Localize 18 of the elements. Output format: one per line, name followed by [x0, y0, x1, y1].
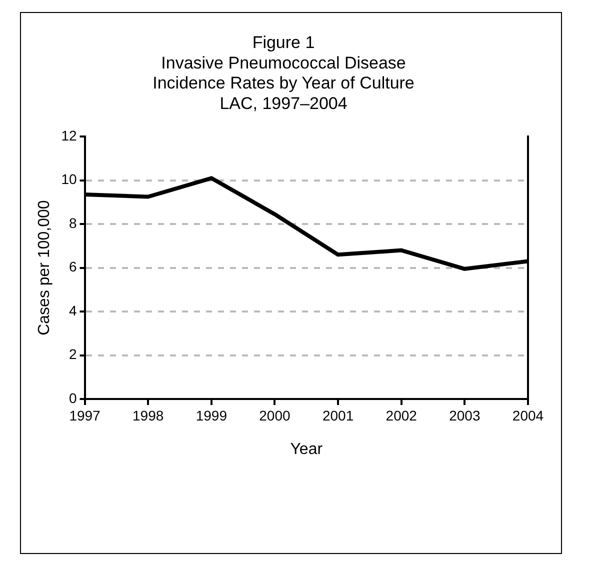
y-tick-label: 12 — [61, 127, 77, 144]
x-tick-label: 2001 — [322, 407, 354, 424]
x-axis-title: Year — [290, 440, 324, 458]
y-tick-label: 0 — [68, 390, 77, 406]
y-tick-label: 6 — [68, 258, 77, 275]
y-tick-label: 10 — [61, 171, 77, 188]
chart-title: Figure 1 Invasive Pneumococcal Disease Incidence Rates by Year of Culture LAC, 1997–2004 — [152, 32, 414, 114]
x-tick-label: 1999 — [196, 407, 228, 424]
y-tick-label: 2 — [68, 346, 77, 362]
x-tick-label: 1998 — [132, 407, 164, 424]
x-tick-label: 1997 — [69, 407, 101, 424]
x-tick-label: 2004 — [512, 407, 544, 424]
x-tick-label: 2003 — [449, 407, 480, 424]
y-tick-label: 4 — [68, 302, 77, 318]
y-tick-label: 8 — [68, 214, 77, 231]
x-tick-label: 2000 — [259, 407, 291, 424]
y-axis-title: Cases per 100,000 — [36, 200, 54, 336]
x-tick-label: 2002 — [386, 407, 418, 424]
